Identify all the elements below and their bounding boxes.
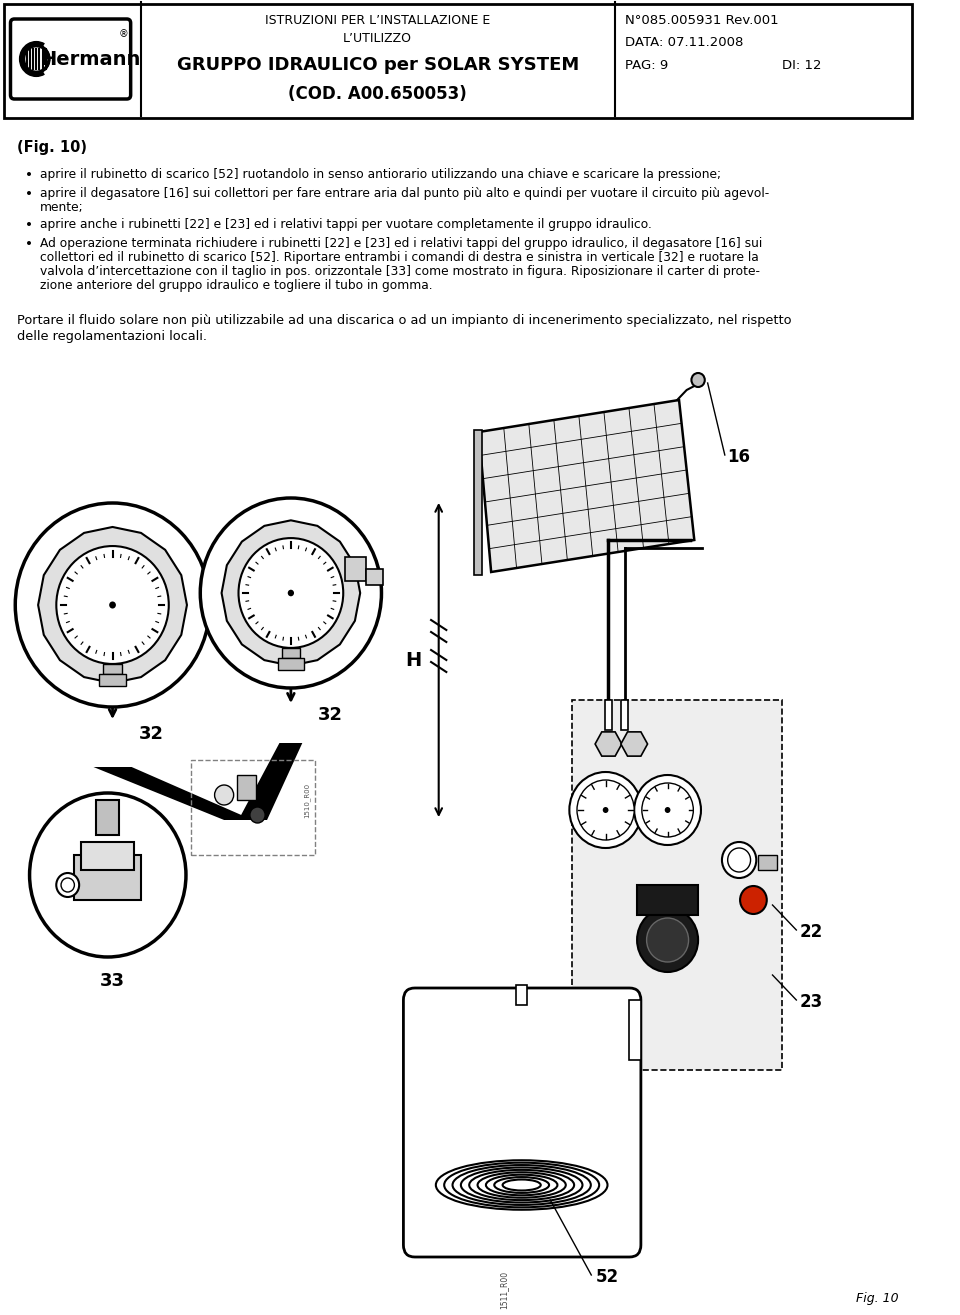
Text: collettori ed il rubinetto di scarico [52]. Riportare entrambi i comandi di dest: collettori ed il rubinetto di scarico [5…	[40, 251, 758, 264]
Bar	[621, 700, 629, 730]
Bar	[74, 855, 141, 899]
Text: aprire anche i rubinetti [22] e [23] ed i relativi tappi per vuotare completamen: aprire anche i rubinetti [22] e [23] ed …	[40, 218, 652, 231]
Text: 33: 33	[100, 972, 125, 990]
Circle shape	[238, 538, 344, 648]
Bar	[96, 800, 119, 835]
Text: •: •	[25, 168, 33, 181]
Circle shape	[691, 373, 705, 387]
Text: valvola d’intercettazione con il taglio in pos. orizzontale [33] come mostrato i: valvola d’intercettazione con il taglio …	[40, 266, 760, 277]
Circle shape	[15, 504, 210, 707]
Circle shape	[201, 498, 381, 688]
Text: aprire il rubinetto di scarico [52] ruotandolo in senso antiorario utilizzando u: aprire il rubinetto di scarico [52] ruot…	[40, 168, 721, 181]
Text: 23: 23	[799, 993, 823, 1011]
Text: 32: 32	[318, 706, 343, 725]
Bar	[605, 700, 612, 730]
Text: 1511_R00: 1511_R00	[499, 1270, 508, 1308]
Text: Hermann: Hermann	[40, 50, 141, 68]
Text: •: •	[25, 237, 33, 251]
Bar	[637, 885, 698, 915]
Circle shape	[57, 546, 169, 664]
Text: zione anteriore del gruppo idraulico e togliere il tubo in gomma.: zione anteriore del gruppo idraulico e t…	[40, 279, 433, 292]
Circle shape	[577, 780, 635, 840]
Circle shape	[569, 772, 642, 848]
Circle shape	[635, 775, 701, 846]
Text: N°085.005931 Rev.001: N°085.005931 Rev.001	[625, 13, 779, 26]
Bar	[81, 842, 134, 871]
Text: 32: 32	[139, 725, 164, 743]
Text: GRUPPO IDRAULICO per SOLAR SYSTEM: GRUPPO IDRAULICO per SOLAR SYSTEM	[177, 57, 579, 74]
Circle shape	[250, 807, 265, 823]
Bar	[99, 675, 127, 686]
Polygon shape	[222, 521, 360, 665]
Circle shape	[664, 807, 670, 813]
Bar	[572, 700, 782, 1070]
Circle shape	[603, 807, 609, 813]
Circle shape	[740, 886, 767, 914]
Circle shape	[642, 782, 693, 838]
Text: (COD. A00.650053): (COD. A00.650053)	[288, 85, 467, 103]
Text: Portare il fluido solare non più utilizzabile ad una discarica o ad un impianto : Portare il fluido solare non più utilizz…	[17, 314, 792, 327]
Text: mente;: mente;	[40, 201, 84, 214]
Bar	[474, 430, 482, 575]
Circle shape	[722, 842, 756, 878]
Text: (Fig. 10): (Fig. 10)	[17, 139, 87, 155]
Polygon shape	[479, 400, 694, 572]
Text: 1510_R00: 1510_R00	[303, 782, 310, 818]
Circle shape	[215, 785, 233, 805]
Bar	[4, 4, 912, 118]
FancyBboxPatch shape	[403, 988, 641, 1257]
Polygon shape	[93, 767, 252, 821]
FancyBboxPatch shape	[11, 18, 131, 99]
Bar	[191, 760, 315, 855]
Circle shape	[57, 873, 79, 897]
Text: 16: 16	[727, 448, 750, 466]
Text: H: H	[405, 651, 421, 669]
Polygon shape	[595, 732, 622, 756]
Text: aprire il degasatore [16] sui collettori per fare entrare aria dal punto più alt: aprire il degasatore [16] sui collettori…	[40, 187, 769, 200]
Polygon shape	[238, 743, 302, 821]
Bar	[281, 648, 300, 658]
Circle shape	[109, 601, 116, 609]
Text: ISTRUZIONI PER L’INSTALLAZIONE E: ISTRUZIONI PER L’INSTALLAZIONE E	[265, 13, 491, 26]
Circle shape	[61, 878, 74, 892]
Text: L’UTILIZZO: L’UTILIZZO	[343, 32, 412, 45]
Circle shape	[23, 45, 50, 74]
Circle shape	[288, 589, 294, 596]
Bar	[103, 664, 122, 675]
Bar	[366, 569, 383, 585]
Polygon shape	[621, 732, 648, 756]
Text: DI: 12: DI: 12	[782, 58, 822, 71]
Bar	[630, 999, 641, 1060]
Text: •: •	[25, 187, 33, 201]
Circle shape	[728, 848, 751, 872]
Text: PAG: 9: PAG: 9	[625, 58, 668, 71]
Bar	[346, 558, 366, 581]
Circle shape	[637, 907, 698, 972]
Text: Fig. 10: Fig. 10	[855, 1293, 899, 1304]
Bar	[236, 775, 255, 800]
Text: 52: 52	[596, 1268, 619, 1286]
Circle shape	[30, 793, 186, 957]
Text: 22: 22	[799, 923, 823, 942]
Bar	[758, 855, 778, 871]
Bar	[278, 658, 303, 669]
Circle shape	[647, 918, 688, 963]
Text: Ad operazione terminata richiudere i rubinetti [22] e [23] ed i relativi tappi d: Ad operazione terminata richiudere i rub…	[40, 237, 762, 250]
Circle shape	[23, 45, 50, 74]
Text: •: •	[25, 218, 33, 231]
Text: delle regolamentazioni locali.: delle regolamentazioni locali.	[17, 330, 207, 343]
Polygon shape	[38, 527, 187, 682]
Text: DATA: 07.11.2008: DATA: 07.11.2008	[625, 36, 743, 49]
Bar	[516, 985, 527, 1005]
Text: ®: ®	[118, 29, 128, 39]
